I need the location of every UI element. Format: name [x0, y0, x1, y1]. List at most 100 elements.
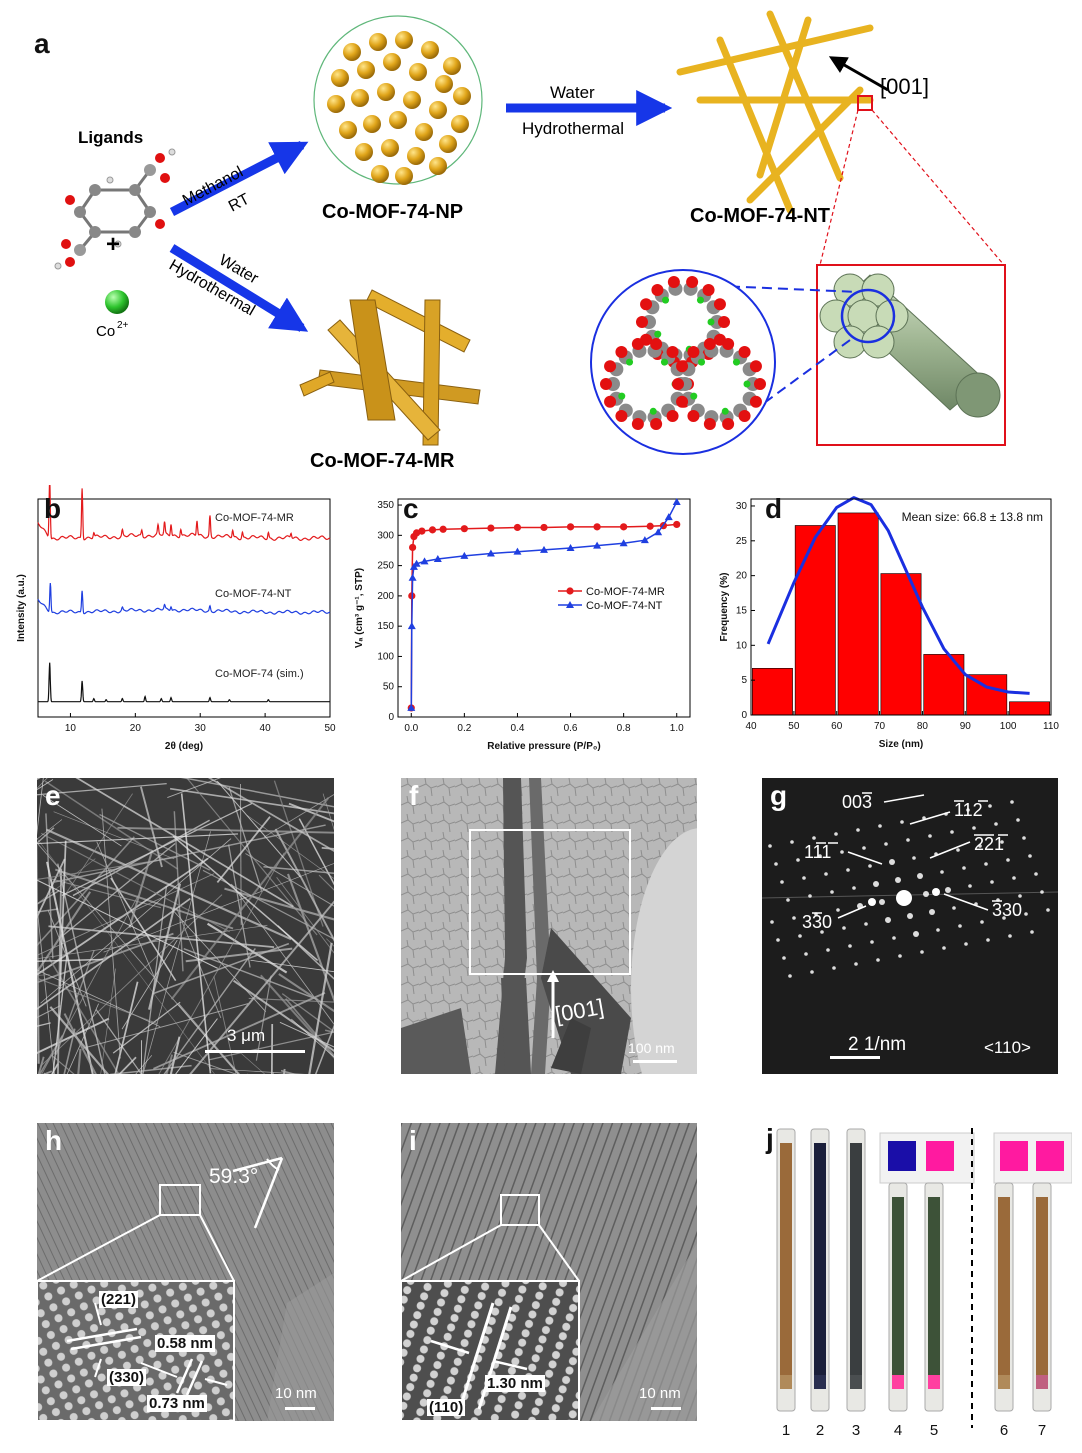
- pore-atom-o: [676, 360, 689, 373]
- sem-fiber: [207, 778, 334, 853]
- h-plane2: (330): [107, 1369, 147, 1386]
- saed-spot: [923, 891, 929, 897]
- f-scale-label: 100 nm: [628, 1040, 675, 1056]
- saed-spot: [876, 958, 880, 962]
- scheme-panel-a: a: [0, 0, 1082, 480]
- tube-tip-3: [850, 1375, 862, 1389]
- hrtem-image-i: i 1.30 nm (110) 10 nm: [401, 1123, 697, 1421]
- saed-spot: [966, 808, 970, 812]
- sem-fiber: [57, 863, 106, 1074]
- plot-frame: [397, 498, 691, 718]
- sem-fiber: [37, 1005, 61, 1019]
- tube-fill-1: [780, 1143, 792, 1389]
- sem-fiber: [37, 879, 218, 969]
- isotherm-point: [408, 573, 417, 581]
- i-plane: (110): [427, 1399, 466, 1416]
- sem-fiber: [110, 877, 177, 982]
- tube-tip-7: [1036, 1375, 1048, 1389]
- isotherm-point: [646, 522, 654, 530]
- x-axis-label: 2θ (deg): [165, 741, 203, 752]
- nanoparticle-7: [383, 53, 401, 71]
- saed-image-g: 00 3 112 111 221 330 330 g 2 1/nm <110>: [762, 778, 1058, 1074]
- sem-fiber: [246, 815, 334, 879]
- pore-atom-co: [660, 358, 668, 366]
- sem-fiber: [263, 794, 334, 838]
- x-tick-label: 50: [788, 721, 800, 732]
- saed-spot: [790, 840, 794, 844]
- sem-fiber: [276, 877, 334, 954]
- histogram-bar: [794, 525, 836, 716]
- sem-fiber: [40, 832, 230, 933]
- mean-size-annotation: Mean size: 66.8 ± 13.8 nm: [902, 510, 1043, 524]
- sem-fiber: [37, 858, 66, 919]
- isotherm-point: [664, 513, 673, 521]
- histogram-bar: [966, 674, 1008, 716]
- y-tick-label: 20: [736, 571, 748, 582]
- saed-spot: [770, 920, 774, 924]
- sem-fiber: [57, 868, 63, 1074]
- arrow-right-text1: Water: [550, 83, 595, 102]
- h-scale-label: 10 nm: [275, 1385, 317, 1402]
- y-tick-label: 50: [383, 682, 395, 693]
- sem-fiber: [306, 778, 334, 799]
- isotherm-point: [433, 554, 442, 562]
- saed-spot: [840, 850, 844, 854]
- g-scale-label: 2 1/nm: [848, 1034, 907, 1055]
- sem-image-e: e 3 μm: [37, 778, 334, 1074]
- isotherm-point: [412, 559, 421, 567]
- sem-fiber: [142, 831, 211, 1074]
- tube-tip-6: [998, 1375, 1010, 1389]
- saed-spot: [972, 826, 976, 830]
- sem-fiber: [255, 975, 272, 1061]
- sem-fiber: [48, 925, 275, 948]
- nanoparticle-23: [381, 139, 399, 157]
- sem-fiber: [213, 976, 237, 1074]
- sem-fiber: [279, 1021, 334, 1048]
- hrtem-i-svg: [401, 1123, 697, 1421]
- nanoparticle-2: [395, 31, 413, 49]
- saed-spot: [810, 970, 814, 974]
- saed-spot: [1012, 876, 1016, 880]
- saed-spot: [907, 913, 913, 919]
- x-tick-label: 90: [960, 721, 972, 732]
- i-d-text: 1.30 nm: [487, 1375, 543, 1392]
- saed-spot: [842, 926, 846, 930]
- y-tick-label: 25: [736, 536, 748, 547]
- chart-panel-b: 10 20 30 40 50 2θ (deg) Intensity (a.u.) Co-MOF…: [0, 478, 350, 755]
- sem-fiber: [183, 948, 319, 1001]
- chart-panel-d: 40 50 60 70 80 90 100 110 0 5 10 15 20 25 30 Size (nm) F…: [705, 485, 1082, 755]
- saed-spot: [898, 954, 902, 958]
- pore-atom-o: [666, 345, 679, 358]
- saed-spot: [834, 832, 838, 836]
- sem-fiber: [322, 793, 334, 831]
- tube-number-7: 7: [1038, 1422, 1046, 1439]
- isotherm-point: [418, 527, 426, 535]
- nanoparticle-19: [389, 111, 407, 129]
- saed-spot: [788, 974, 792, 978]
- sem-fiber: [52, 955, 68, 1074]
- sem-fiber: [37, 783, 167, 796]
- y-axis-label: Intensity (a.u.): [16, 574, 27, 642]
- sem-fiber: [270, 1024, 274, 1074]
- y-axis-label: Frequency (%): [719, 573, 730, 642]
- pore-atom-o: [604, 395, 617, 408]
- sem-fiber: [308, 942, 333, 1074]
- nanoparticle-9: [435, 75, 453, 93]
- x-tick-label: 40: [260, 723, 272, 734]
- cuvette-blue: [888, 1141, 916, 1171]
- sem-fiber: [53, 824, 326, 884]
- sem-fiber: [37, 924, 268, 960]
- hrtem-h-svg: [37, 1123, 334, 1421]
- saed-spot: [878, 824, 882, 828]
- g-label-221: 221: [974, 834, 1004, 854]
- g-label-330-left: 330: [802, 912, 832, 932]
- nt-label: Co-MOF-74-NT: [690, 205, 830, 227]
- saed-spot: [917, 873, 923, 879]
- saed-spot: [920, 950, 924, 954]
- saed-spot: [848, 944, 852, 948]
- isotherm-point: [540, 545, 548, 553]
- pore-atom-co: [721, 407, 729, 415]
- saed-spot: [892, 936, 896, 940]
- saed-spot: [796, 858, 800, 862]
- pore-atom-o: [718, 316, 730, 328]
